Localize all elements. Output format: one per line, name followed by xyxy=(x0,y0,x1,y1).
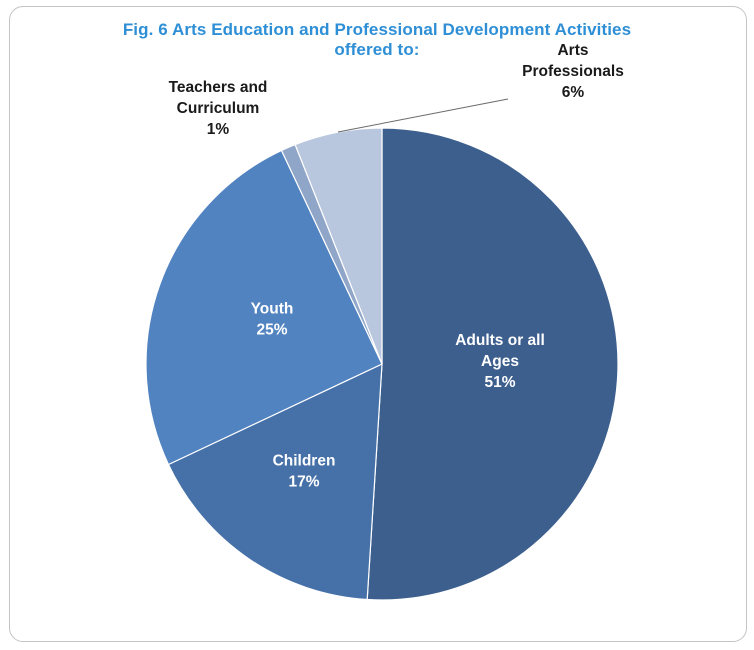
slice-pct-label-0: 51% xyxy=(484,374,515,391)
slice-name-label-3: Teachers and xyxy=(169,79,268,96)
slice-label-3: Teachers and Curriculum 1% xyxy=(169,79,268,138)
pie-slice-4 xyxy=(294,127,383,365)
chart-title-line-2: offered to: xyxy=(334,40,420,59)
slice-name-label-0: Ages xyxy=(481,353,519,370)
chart-title-line-1: Fig. 6 Arts Education and Professional D… xyxy=(122,20,632,39)
leader-line-4 xyxy=(337,98,509,133)
slice-pct-label-1: 17% xyxy=(288,474,319,491)
slice-name-label-0: Adults or all xyxy=(455,332,545,349)
pie-slice-1 xyxy=(167,363,383,601)
slice-name-label-4: Professionals xyxy=(522,63,624,80)
pie-slices xyxy=(145,127,619,601)
slice-label-0: Adults or all Ages 51% xyxy=(455,332,545,391)
pie-slice-0 xyxy=(366,127,619,601)
pie-slice-2 xyxy=(145,149,383,466)
slice-pct-label-3: 1% xyxy=(207,121,230,138)
slice-name-label-2: Youth xyxy=(251,301,294,318)
slice-name-label-4: Arts xyxy=(557,42,588,59)
slice-label-1: Children 17% xyxy=(273,453,336,491)
slice-label-2: Youth 25% xyxy=(251,301,294,339)
slice-pct-label-2: 25% xyxy=(256,322,287,339)
slice-pct-label-4: 6% xyxy=(562,84,585,101)
slice-name-label-1: Children xyxy=(273,453,336,470)
chart-title: Fig. 6 Arts Education and Professional D… xyxy=(0,20,754,60)
slice-name-label-3: Curriculum xyxy=(177,100,260,117)
slice-label-4: Arts Professionals 6% xyxy=(522,42,624,101)
